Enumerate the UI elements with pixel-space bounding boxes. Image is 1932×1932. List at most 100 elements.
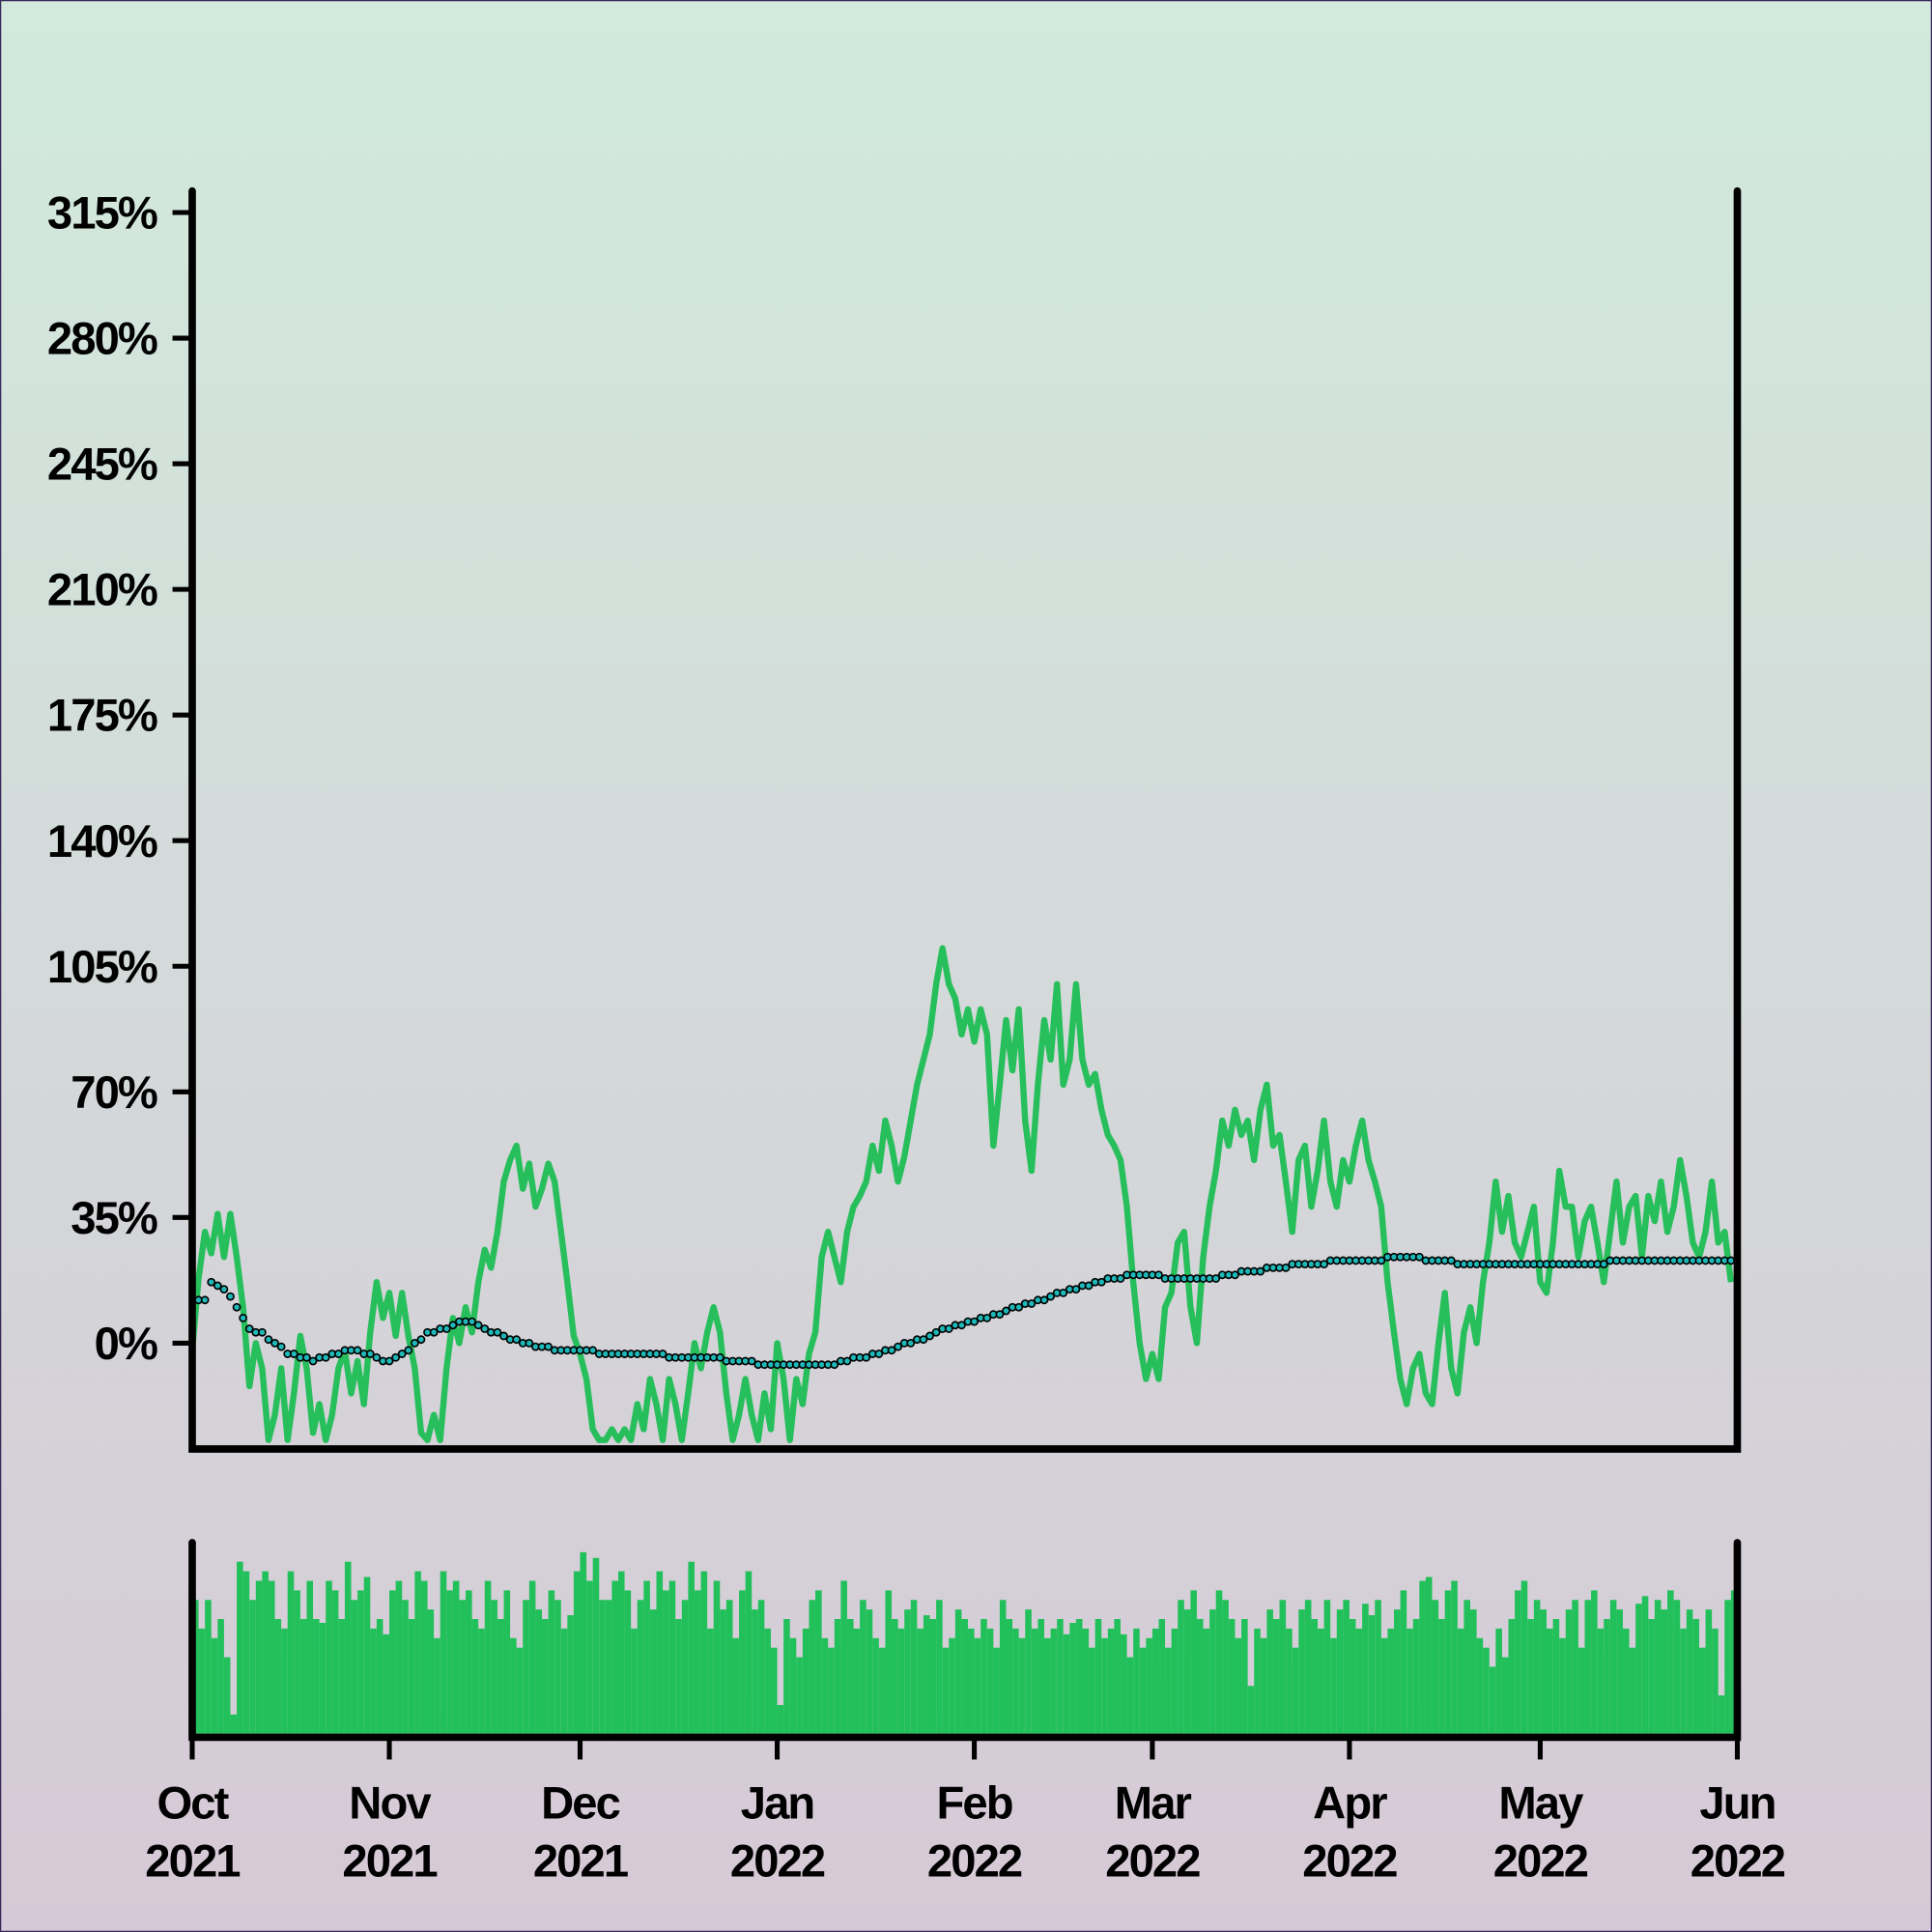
x-tick-label: Oct 2021 <box>145 1778 240 1888</box>
volume-bar <box>713 1580 721 1734</box>
y-tick-label: 140% <box>47 816 157 867</box>
volume-bar <box>993 1647 1000 1734</box>
volume-bar <box>694 1590 701 1734</box>
moving-average-dot <box>944 1324 953 1333</box>
volume-bar <box>1552 1619 1560 1734</box>
moving-average-dot <box>1256 1266 1265 1276</box>
volume-bar <box>274 1619 282 1734</box>
moving-average-dot <box>244 1324 254 1333</box>
volume-bar <box>586 1580 593 1734</box>
moving-average-dot <box>473 1321 483 1330</box>
volume-bar <box>523 1600 529 1734</box>
volume-bar <box>1520 1580 1528 1734</box>
volume-bar <box>1572 1600 1578 1734</box>
volume-bar <box>459 1600 467 1734</box>
volume-bar <box>1394 1609 1401 1734</box>
volume-bar <box>974 1637 981 1734</box>
volume-bar <box>1686 1609 1693 1734</box>
volume-bar <box>370 1628 377 1734</box>
volume-bar <box>605 1600 612 1734</box>
volume-bar <box>1680 1628 1687 1734</box>
volume-bar <box>1330 1637 1337 1734</box>
volume-bar <box>484 1580 492 1734</box>
volume-bar <box>478 1628 485 1734</box>
volume-bar <box>383 1634 390 1734</box>
volume-bar <box>1438 1619 1445 1734</box>
moving-average-dot <box>226 1292 235 1301</box>
volume-bar <box>1292 1647 1299 1734</box>
volume-bar <box>732 1637 740 1734</box>
volume-bar <box>942 1647 950 1734</box>
volume-bar <box>1075 1619 1083 1734</box>
volume-bar <box>466 1590 472 1734</box>
volume-bar <box>1718 1695 1725 1734</box>
moving-average-dot <box>404 1346 413 1355</box>
volume-bar <box>1260 1637 1267 1734</box>
volume-bar <box>1203 1628 1210 1734</box>
volume-bar <box>1547 1628 1553 1734</box>
price-line <box>191 945 1735 1443</box>
volume-bar <box>1724 1600 1731 1734</box>
moving-average-dot <box>1320 1260 1329 1269</box>
volume-bar <box>491 1600 497 1734</box>
volume-bar <box>1622 1628 1630 1734</box>
moving-average-dot <box>200 1295 210 1305</box>
moving-average-dot <box>276 1342 286 1351</box>
volume-bar <box>1107 1628 1115 1734</box>
moving-average-dot <box>270 1338 279 1348</box>
volume-bar <box>1616 1609 1623 1734</box>
moving-average-dot <box>480 1324 490 1333</box>
volume-bar <box>1412 1619 1420 1734</box>
volume-bar <box>281 1628 288 1734</box>
volume-bar <box>211 1637 218 1734</box>
volume-bar <box>363 1577 371 1734</box>
volume-bar <box>1667 1590 1674 1734</box>
volume-bar <box>910 1600 918 1734</box>
moving-average-dot <box>874 1350 884 1358</box>
volume-bar <box>1089 1647 1095 1734</box>
moving-average-dot <box>995 1310 1005 1320</box>
volume-bar <box>1712 1628 1719 1734</box>
volume-bar <box>1037 1619 1045 1734</box>
volume-bar <box>1375 1600 1381 1734</box>
volume-bar <box>344 1561 352 1734</box>
moving-average-dot <box>1039 1295 1049 1305</box>
moving-average-dot <box>1027 1299 1037 1308</box>
volume-bar <box>783 1619 790 1734</box>
volume-bar <box>1139 1647 1147 1734</box>
y-tick-label: 280% <box>47 314 157 365</box>
volume-bar <box>255 1580 263 1734</box>
volume-bar <box>1540 1609 1548 1734</box>
volume-bar <box>1126 1657 1134 1734</box>
volume-bar <box>1133 1628 1140 1734</box>
volume-bar <box>1171 1628 1179 1734</box>
moving-average-dot <box>441 1324 451 1333</box>
moving-average-dot <box>919 1335 928 1345</box>
volume-bar <box>1444 1590 1452 1734</box>
volume-bar <box>834 1619 841 1734</box>
moving-average-dot <box>289 1350 298 1358</box>
volume-bar <box>528 1580 536 1734</box>
volume-bar <box>681 1600 689 1734</box>
volume-bar <box>770 1647 778 1734</box>
moving-average-dot <box>321 1352 330 1362</box>
moving-average-dot <box>1599 1260 1608 1269</box>
volume-bar <box>1476 1637 1484 1734</box>
moving-average-dot <box>333 1350 343 1358</box>
moving-average-dot <box>1281 1263 1291 1272</box>
volume-bar <box>1279 1600 1287 1734</box>
volume-bar <box>1495 1628 1502 1734</box>
moving-average-dot <box>1231 1270 1239 1280</box>
volume-bar <box>1069 1622 1076 1734</box>
volume-bar <box>821 1637 829 1734</box>
volume-bar <box>802 1628 810 1734</box>
moving-average-dot <box>1446 1256 1456 1265</box>
moving-average-dot <box>1046 1292 1055 1301</box>
moving-average-dot <box>925 1331 934 1341</box>
moving-average-dot <box>257 1327 267 1337</box>
volume-bar <box>1501 1657 1509 1734</box>
volume-bar <box>745 1571 753 1734</box>
volume-bar <box>1349 1619 1356 1734</box>
volume-bar <box>1705 1609 1713 1734</box>
